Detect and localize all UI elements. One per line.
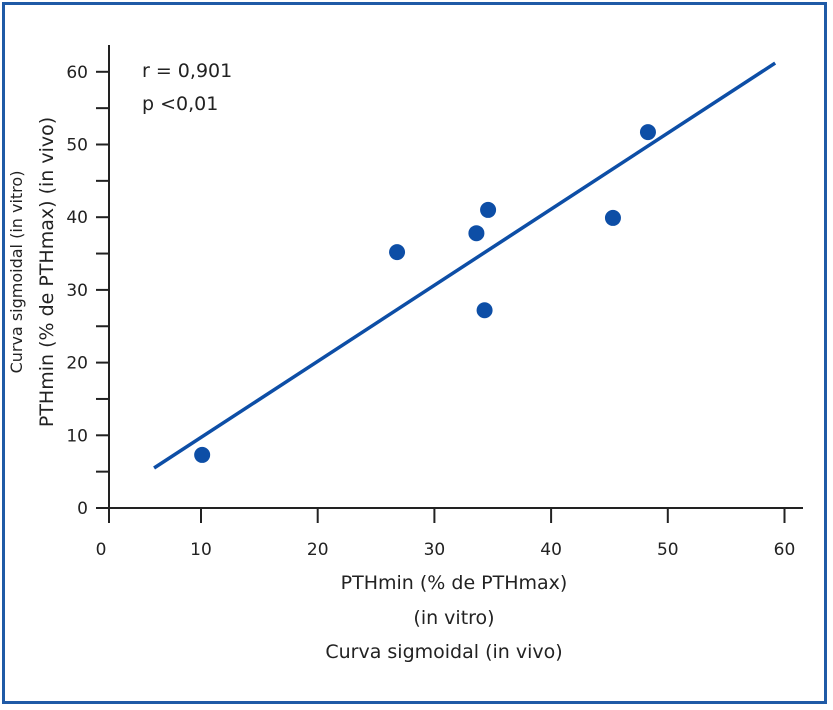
y-label-1: Curva sigmoidal (in vitro) (7, 171, 26, 374)
y-tick-label: 60 (66, 63, 88, 83)
annotation-p: p <0,01 (142, 93, 218, 115)
data-point (480, 201, 497, 218)
y-label-2: PTHmin (% de PTHmax) (in vivo) (36, 117, 58, 427)
x-label-2: (in vitro) (413, 607, 494, 629)
x-tick-label: 30 (424, 540, 446, 560)
annotation-r: r = 0,901 (142, 60, 232, 82)
data-point (604, 209, 621, 226)
x-tick-label: 40 (540, 540, 562, 560)
x-tick-label: 20 (307, 540, 329, 560)
data-point (389, 244, 406, 261)
data-point (639, 124, 656, 141)
data-point (194, 446, 211, 463)
y-tick-label: 30 (66, 281, 88, 301)
x-tick-label: 50 (657, 540, 679, 560)
y-tick-label: 10 (66, 426, 88, 446)
regression-line (153, 61, 777, 470)
x-label-3: Curva sigmoidal (in vivo) (325, 641, 562, 663)
y-tick-label: 20 (66, 354, 88, 374)
chart-frame (2, 2, 827, 704)
x-tick-label: 10 (190, 540, 212, 560)
y-tick-label: 50 (66, 136, 88, 156)
x-label-1: PTHmin (% de PTHmax) (341, 572, 568, 594)
data-point (468, 225, 485, 242)
x-tick-label: 60 (774, 540, 796, 560)
y-tick-label: 40 (66, 208, 88, 228)
data-point (476, 302, 493, 319)
y-tick-label: 0 (77, 499, 88, 519)
x-tick-label: 0 (96, 540, 107, 560)
